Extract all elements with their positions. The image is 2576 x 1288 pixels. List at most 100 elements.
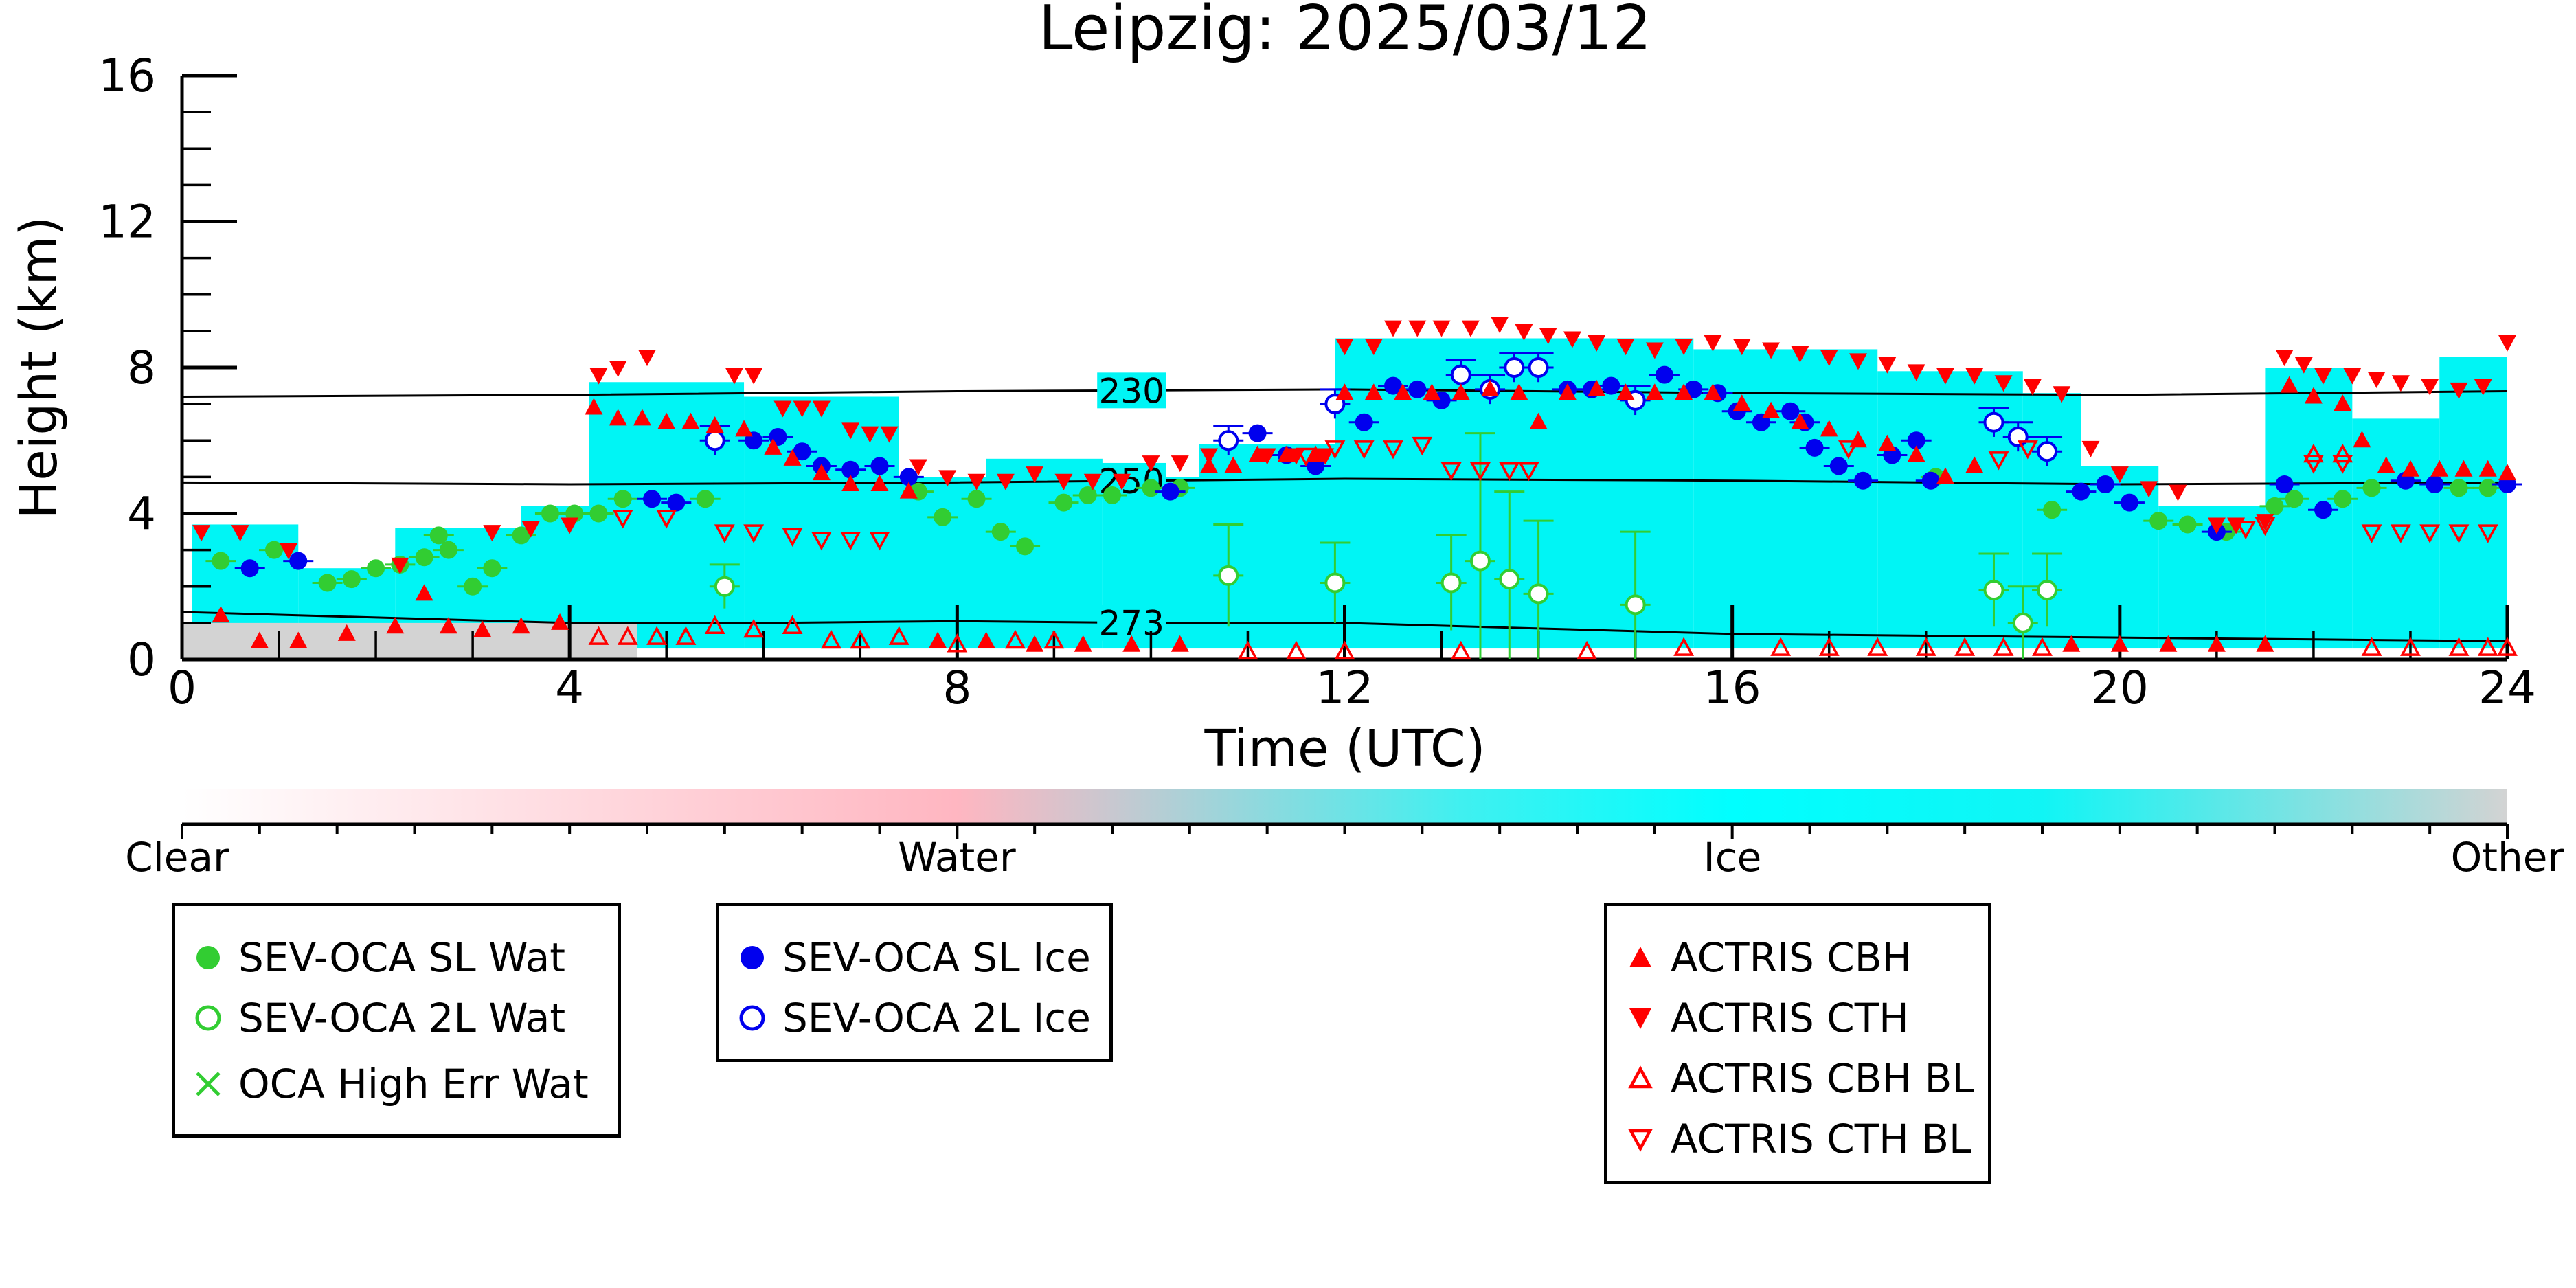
marker-triangle-down	[1704, 335, 1722, 352]
marker-triangle-down	[1364, 339, 1383, 356]
marker-filled-circle	[1907, 431, 1925, 450]
legend-item-cth-bl: ACTRIS CTH BL	[1607, 1115, 1971, 1163]
marker-triangle-down	[793, 400, 811, 418]
marker-triangle-down	[609, 361, 627, 377]
marker-triangle-up	[783, 449, 802, 466]
marker-triangle-up	[2304, 387, 2323, 404]
marker-triangle-down	[1994, 375, 2013, 392]
marker-triangle-up	[551, 613, 569, 630]
marker-filled-circle	[967, 490, 986, 508]
marker-triangle-up	[764, 438, 782, 455]
marker-triangle-up	[2334, 394, 2352, 411]
marker-triangle-down	[773, 400, 792, 418]
marker-filled-circle	[667, 493, 686, 512]
marker-filled-circle	[1829, 457, 1848, 475]
marker-open-circle	[1469, 550, 1491, 572]
contour-label-bg	[1097, 372, 1166, 409]
marker-open-circle	[2037, 580, 2058, 601]
chart-title: Leipzig: 2025/03/12	[1038, 0, 1651, 65]
marker-triangle-up	[1965, 456, 1984, 473]
marker-triangle-down	[2110, 466, 2129, 484]
marker-open-triangle-down	[1499, 462, 1520, 482]
marker-triangle-down	[589, 368, 608, 385]
marker-filled-circle	[1161, 482, 1179, 501]
marker-triangle-down	[2391, 375, 2410, 392]
marker-open-triangle-up	[1915, 637, 1936, 656]
marker-triangle-up	[1277, 445, 1296, 462]
marker-triangle-down	[521, 521, 540, 538]
marker-triangle-up	[2353, 431, 2371, 448]
marker-open-triangle-down	[2477, 524, 2498, 543]
marker-filled-circle	[2149, 512, 2168, 530]
marker-triangle-up	[1704, 383, 1722, 400]
marker-triangle-down	[812, 400, 831, 418]
marker-triangle-down	[2140, 481, 2158, 498]
marker-triangle-down	[967, 473, 986, 490]
marker-triangle-up	[1849, 431, 1868, 448]
marker-open-triangle-down	[2361, 524, 2382, 543]
marker-triangle-down	[1258, 448, 1276, 465]
cloud-mask-block	[2439, 357, 2507, 649]
marker-triangle-up	[2478, 460, 2497, 477]
marker-filled-circle	[1355, 413, 1373, 431]
marker-triangle-down	[1515, 324, 1533, 341]
legend-item-sl-wat: SEV-OCA SL Wat	[175, 934, 565, 982]
marker-triangle-up	[1675, 383, 1693, 400]
marker-open-triangle-up	[2448, 637, 2470, 656]
marker-triangle-up	[657, 412, 676, 429]
marker-triangle-down	[2081, 440, 2100, 457]
marker-triangle-down	[1965, 368, 1984, 385]
legend-item-cbh: ACTRIS CBH	[1607, 934, 1912, 982]
marker-triangle-up	[1364, 383, 1383, 400]
legend-label: SEV-OCA SL Ice	[782, 934, 1091, 981]
marker-triangle-down	[483, 525, 501, 542]
marker-triangle-down	[2474, 379, 2492, 396]
marker-open-triangle-up	[2400, 637, 2421, 656]
legend-item-sl-ice: SEV-OCA SL Ice	[719, 934, 1091, 982]
marker-triangle-up	[1907, 445, 1925, 462]
marker-triangle-down	[561, 517, 579, 534]
marker-filled-circle	[2450, 479, 2468, 497]
marker-triangle-down	[1408, 320, 1427, 337]
colorbar-label-clear: Clear	[125, 834, 229, 881]
open-triangle-down-red-icon	[1628, 1129, 1653, 1152]
triangle-up-red-icon	[1629, 947, 1651, 967]
marker-open-circle	[714, 576, 735, 597]
marker-triangle-up	[250, 631, 269, 648]
marker-open-triangle-down	[2235, 521, 2257, 540]
marker-filled-circle	[483, 559, 501, 578]
marker-open-triangle-down	[2448, 524, 2470, 543]
marker-triangle-down	[861, 426, 879, 443]
marker-filled-circle	[1248, 424, 1267, 442]
marker-triangle-up	[1645, 383, 1664, 400]
marker-triangle-down	[1936, 368, 1954, 385]
colorbar-label-ice: Ice	[1704, 834, 1762, 881]
marker-open-triangle-down	[743, 524, 765, 543]
marker-open-triangle-up	[1673, 637, 1695, 656]
marker-open-triangle-down	[1383, 440, 1403, 460]
marker-open-triangle-down	[1324, 440, 1346, 460]
marker-filled-circle	[2362, 479, 2381, 497]
marker-triangle-down	[1054, 473, 1073, 490]
marker-filled-circle	[2426, 475, 2444, 493]
filled-circle-green-icon	[196, 946, 220, 969]
x-tick-label: 8	[942, 662, 971, 714]
marker-triangle-up	[1074, 635, 1092, 652]
marker-filled-circle	[318, 574, 337, 592]
x-tick-label: 0	[168, 662, 196, 714]
marker-triangle-up	[1122, 635, 1141, 652]
marker-open-triangle-down	[612, 510, 633, 529]
marker-filled-circle	[2275, 475, 2294, 493]
marker-open-triangle-down	[1440, 462, 1462, 482]
marker-open-triangle-up	[1954, 637, 1976, 656]
marker-triangle-down	[2450, 382, 2468, 399]
marker-triangle-down	[2169, 484, 2187, 501]
marker-open-triangle-up	[617, 626, 638, 645]
colorbar	[182, 789, 2507, 824]
marker-open-triangle-down	[656, 510, 677, 529]
marker-open-circle	[1324, 572, 1346, 594]
marker-triangle-down	[1791, 346, 1809, 363]
marker-triangle-up	[1451, 383, 1470, 400]
marker-triangle-up	[2454, 460, 2473, 477]
